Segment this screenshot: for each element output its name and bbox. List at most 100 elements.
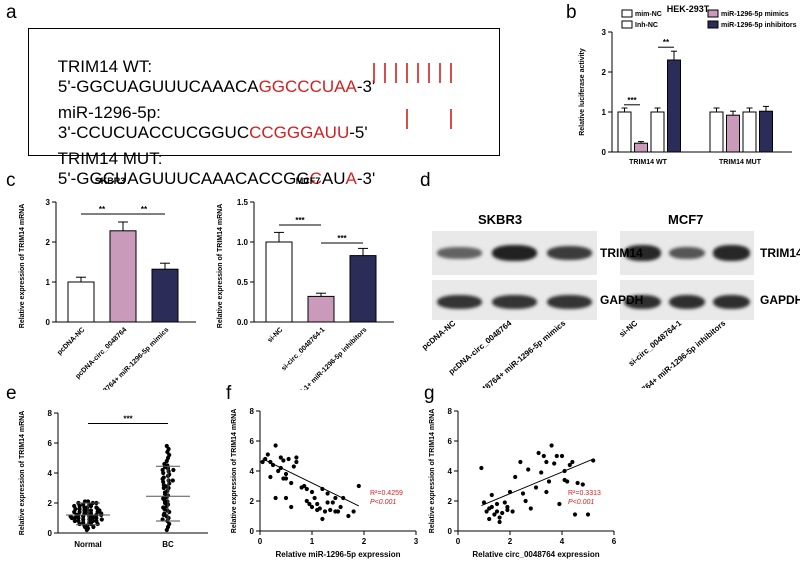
data-point xyxy=(554,453,559,459)
bar xyxy=(67,281,95,323)
data-point xyxy=(333,495,338,501)
data-point xyxy=(320,516,325,522)
y-axis-title: Relative expression of TRIM14 mRNA xyxy=(429,409,436,533)
legend-swatch xyxy=(707,20,719,29)
data-point-normal xyxy=(76,518,81,524)
y-tick-label: 0 xyxy=(46,318,51,327)
data-point-normal xyxy=(81,520,86,525)
chart-title: SKBR3 xyxy=(95,176,126,186)
trim14-mut-sequence: TRIM14 MUT: 5'-GGCUAGUUUCAAACACCGGCAUA-3… xyxy=(39,129,376,209)
data-point-normal xyxy=(77,506,82,512)
blot-left-trim14 xyxy=(432,231,597,275)
data-point xyxy=(520,491,526,496)
data-point-bc xyxy=(166,478,171,483)
x-tick-label: 1 xyxy=(310,537,315,546)
circ-correlation-scatter: 0 2 4 6 8 Relative expression of TRIM14 mRNA 0… xyxy=(429,407,617,559)
data-point xyxy=(268,474,273,480)
y-tick-label: 1.5 xyxy=(237,198,249,207)
trim14-wt-label: TRIM14 WT: xyxy=(57,57,153,76)
mir-label: miR-1296-5p: xyxy=(57,103,161,122)
significance-label: *** xyxy=(295,216,305,225)
mir-1296-5p-sequence: miR-1296-5p: 3'-CCUCUACCUCGGUCCCGGGAUU-5… xyxy=(39,83,368,163)
data-point xyxy=(492,512,497,517)
panel-label-d: d xyxy=(420,170,431,191)
y-tick-label: 6 xyxy=(448,437,453,446)
data-point xyxy=(304,498,309,504)
y-tick-label: 0 xyxy=(602,148,607,157)
data-point xyxy=(546,479,552,484)
data-point xyxy=(494,509,500,514)
data-point xyxy=(278,455,283,460)
data-point xyxy=(283,471,289,477)
data-point xyxy=(273,495,278,501)
data-point xyxy=(273,443,278,448)
x-tick-label: 6 xyxy=(612,537,617,546)
data-point xyxy=(572,512,578,517)
data-point xyxy=(559,453,565,459)
data-point-normal xyxy=(81,517,86,522)
trim14-mut-end: -3' xyxy=(356,169,376,188)
bar xyxy=(265,241,293,323)
data-point xyxy=(541,453,546,459)
legend-swatch xyxy=(621,20,633,29)
y-axis-title: Relative expression of TRIM14 mRNA xyxy=(231,409,238,533)
x-tick-label: 3 xyxy=(414,537,419,546)
significance-label: *** xyxy=(337,234,347,243)
blot-right-title: MCF7 xyxy=(668,212,704,227)
data-point xyxy=(562,477,567,483)
data-point xyxy=(325,491,330,496)
data-point xyxy=(351,509,356,514)
blot-lane-labels: pcDNA-NCpcDNA-circ_0048764pcDNA-circ_004… xyxy=(420,318,728,388)
y-tick-label: 4 xyxy=(250,467,255,476)
data-point-bc xyxy=(162,461,167,467)
group-label: TRIM14 WT xyxy=(629,159,667,166)
data-point-bc xyxy=(161,496,166,501)
bar-mim-nc xyxy=(617,111,632,153)
significance-label: ** xyxy=(141,205,148,214)
data-point xyxy=(338,504,343,510)
data-point xyxy=(265,452,270,457)
y-tick-label: 8 xyxy=(250,407,255,416)
lane-label: si-NC xyxy=(617,318,639,338)
mcf7-mrna-chart: MCF7 0.0 0.5 1.0 1.5 Relative expression of T… xyxy=(217,176,394,390)
y-axis-title: Relative expression of TRIM14 mRNA xyxy=(217,204,224,328)
y-tick-label: 6 xyxy=(250,437,255,446)
data-point xyxy=(356,483,361,489)
bar-mim-nc xyxy=(709,111,724,153)
trim14-mut-red-2: A xyxy=(345,169,357,188)
legend-swatch xyxy=(707,9,719,18)
bar-mir-1296-5p-inhibitors xyxy=(759,110,773,153)
x-tick-label: 2 xyxy=(508,537,513,546)
y-tick-label: 8 xyxy=(48,409,53,418)
trim14-mut-red-1: C xyxy=(309,169,322,188)
data-point-bc xyxy=(161,505,166,510)
trim14-mut-label: TRIM14 MUT: xyxy=(57,149,163,168)
trim14-mut-seq-a: 5'-GGCUAGUUUCAAACACCGG xyxy=(57,169,310,188)
data-point-normal xyxy=(77,509,82,515)
data-point xyxy=(533,485,539,490)
data-point-bc xyxy=(162,511,167,516)
data-point xyxy=(489,492,494,498)
blot-band xyxy=(436,247,483,259)
data-point xyxy=(552,461,557,466)
blot-right-gapdh-label: GAPDH xyxy=(760,293,800,307)
y-tick-label: 6 xyxy=(48,439,53,448)
x-tick-label: pcDNA-NC xyxy=(56,326,86,356)
data-point xyxy=(523,498,528,504)
y-tick-label: 2 xyxy=(46,238,51,247)
data-point xyxy=(549,443,554,448)
x-tick-label: si-circ_0048764-1 xyxy=(280,326,326,372)
data-point xyxy=(322,509,328,514)
blot-left-gapdh xyxy=(432,280,597,320)
y-tick-label: 1.0 xyxy=(237,238,249,247)
data-point-normal xyxy=(82,508,87,513)
data-point xyxy=(335,509,341,514)
mir-seq-black: 3'-CCUCUACCUCGGUC xyxy=(57,123,250,142)
data-point xyxy=(309,489,315,495)
data-point-bc xyxy=(161,475,166,480)
data-point xyxy=(291,464,296,469)
lane-label: pcDNA-NC xyxy=(420,318,457,351)
y-tick-label: 4 xyxy=(448,467,453,476)
y-tick-label: 2 xyxy=(250,497,255,506)
data-point xyxy=(557,501,562,507)
